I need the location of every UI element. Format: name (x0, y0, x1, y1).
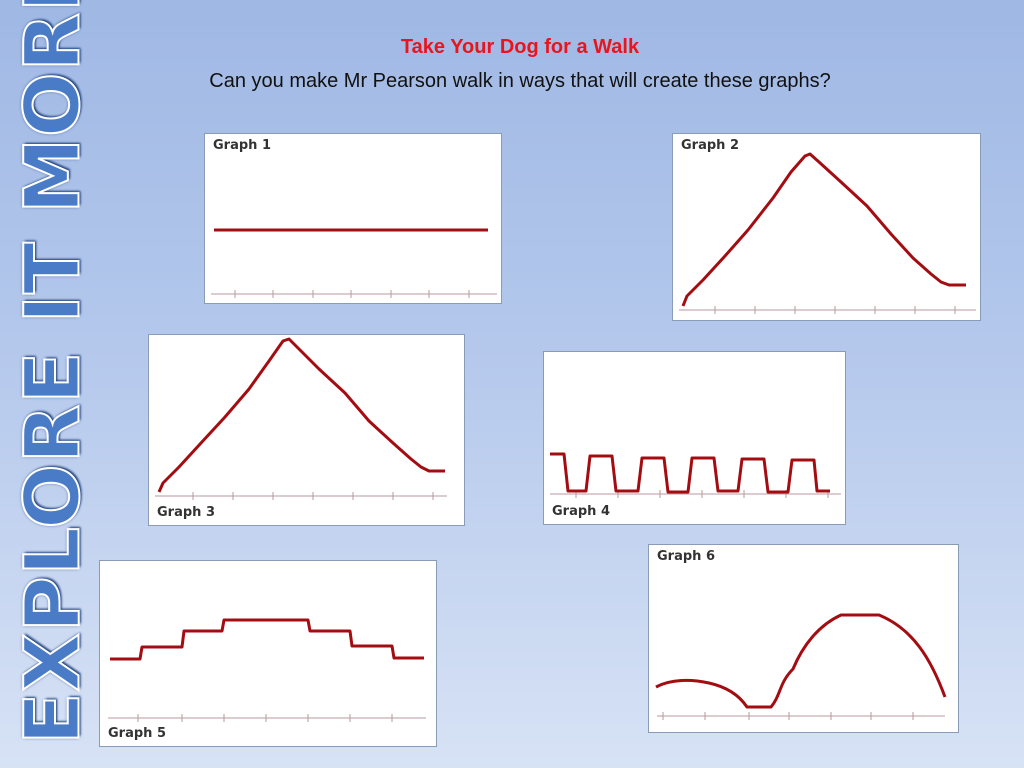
graph-5-panel: Graph 5 (99, 560, 437, 747)
graph-6-curve (655, 613, 947, 709)
graph-2-plot (679, 152, 976, 314)
graph-3-plot (155, 337, 447, 500)
graph-5-curve (110, 618, 424, 661)
graph-5-plot (108, 618, 426, 722)
graph-4-panel: Graph 4 (543, 351, 846, 525)
graph-4-curve (550, 452, 830, 494)
graph-1-panel: Graph 1 (204, 133, 502, 304)
graph-2-panel: Graph 2 (672, 133, 981, 321)
graph-3-curve (157, 337, 445, 493)
graph-2-curve (681, 152, 966, 307)
graph-4-ticks (575, 490, 829, 498)
graph-5-ticks (137, 714, 393, 722)
graph-6-plot (655, 613, 947, 720)
graph-1-plot (211, 228, 497, 298)
graph-6-label: Graph 6 (657, 549, 715, 564)
page-title: Take Your Dog for a Walk (400, 36, 640, 58)
graph-5-label: Graph 5 (108, 726, 166, 741)
graph-2-ticks (714, 306, 956, 314)
explore-it-more-banner: EXPLORE IT MORE! (7, 0, 98, 746)
graph-6-ticks (662, 712, 914, 720)
graph-3-panel: Graph 3 (148, 334, 465, 526)
graph-3-ticks (192, 492, 434, 500)
graph-4-label: Graph 4 (552, 504, 610, 519)
page-subtitle: Can you make Mr Pearson walk in ways tha… (209, 70, 831, 92)
graph-4-plot (550, 452, 841, 498)
graph-2-label: Graph 2 (681, 138, 739, 153)
graph-1-ticks (234, 290, 470, 298)
graph-3-label: Graph 3 (157, 505, 215, 520)
graph-6-panel: Graph 6 (648, 544, 959, 733)
graph-1-label: Graph 1 (213, 138, 271, 153)
